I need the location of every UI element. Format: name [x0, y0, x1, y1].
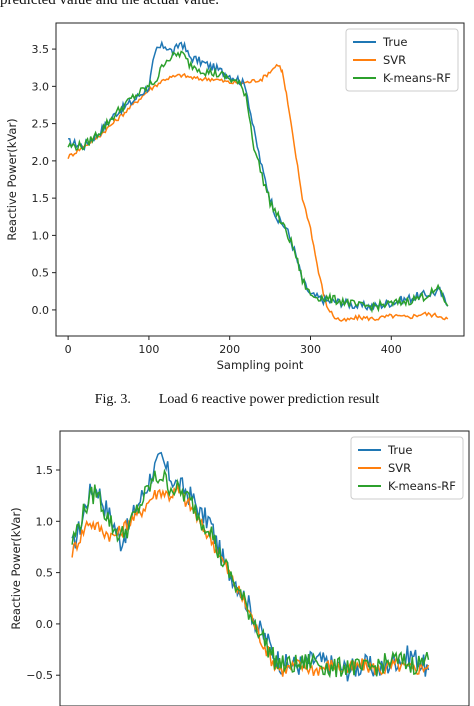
x-tick-label: 100: [138, 343, 159, 356]
y-tick-label: 3.0: [32, 80, 50, 93]
legend: True SVR K-means-RF: [345, 28, 459, 92]
x-tick-label: 0: [65, 343, 72, 356]
plot-area-1: 0.0 0.5 1.0 1.5 2.0 2.5 3.0 3.5 0 100 200 300 400 Sam…: [5, 22, 465, 372]
legend-label: True: [382, 35, 407, 49]
y-tick-label: 1.5: [36, 464, 54, 477]
legend-box: [345, 28, 459, 92]
legend-label: SVR: [383, 53, 406, 67]
x-axis-label: Sampling point: [217, 358, 304, 372]
series-line-k-means-rf: [67, 50, 449, 314]
y-tick-label: 0.5: [32, 267, 50, 280]
figure-label: Fig. 3.: [94, 392, 131, 407]
y-tick-label: 3.5: [32, 43, 50, 56]
legend-label: SVR: [388, 461, 411, 475]
legend-label: K-means-RF: [388, 479, 456, 493]
y-tick-label: −0.5: [26, 669, 53, 682]
legend-label: True: [387, 443, 412, 457]
axes-frame: [55, 22, 465, 337]
y-tick-label: 2.5: [32, 118, 50, 131]
y-tick-label: 1.0: [36, 515, 54, 528]
series-line-svr: [71, 483, 430, 677]
legend-box: [350, 436, 464, 500]
axes-frame: [59, 430, 470, 706]
caption-text: Load 6 reactive power prediction result: [158, 392, 380, 407]
y-tick-label: 1.0: [32, 229, 50, 242]
y-tick-label: 2.0: [32, 155, 50, 168]
y-axis-label: Reactive Power(kVar): [9, 507, 23, 629]
y-tick-label: 1.5: [32, 192, 50, 205]
figure-caption: Fig. 3. Load 6 reactive power prediction …: [0, 392, 474, 408]
x-tick-label: 300: [300, 343, 321, 356]
x-tick-label: 400: [381, 343, 402, 356]
chart-load6-reactive-power: 0.0 0.5 1.0 1.5 2.0 2.5 3.0 3.5 0 100 200 300 400 Sam…: [5, 22, 465, 372]
document-text-fragment: predicted value and the actual value.: [0, 0, 220, 8]
y-axis-label: Reactive Power(kVar): [5, 118, 19, 240]
y-tick-label: 0.5: [36, 567, 54, 580]
series-line-k-means-rf: [71, 468, 430, 679]
legend-label: K-means-RF: [383, 71, 451, 85]
y-tick-label: 0.0: [32, 304, 50, 317]
y-tick-label: 0.0: [36, 618, 54, 631]
x-tick-label: 200: [219, 343, 240, 356]
plot-area-2: −0.5 0.0 0.5 1.0 1.5 Reactive Power(kVar) True…: [9, 430, 470, 706]
legend: True SVR K-means-RF: [350, 436, 464, 500]
